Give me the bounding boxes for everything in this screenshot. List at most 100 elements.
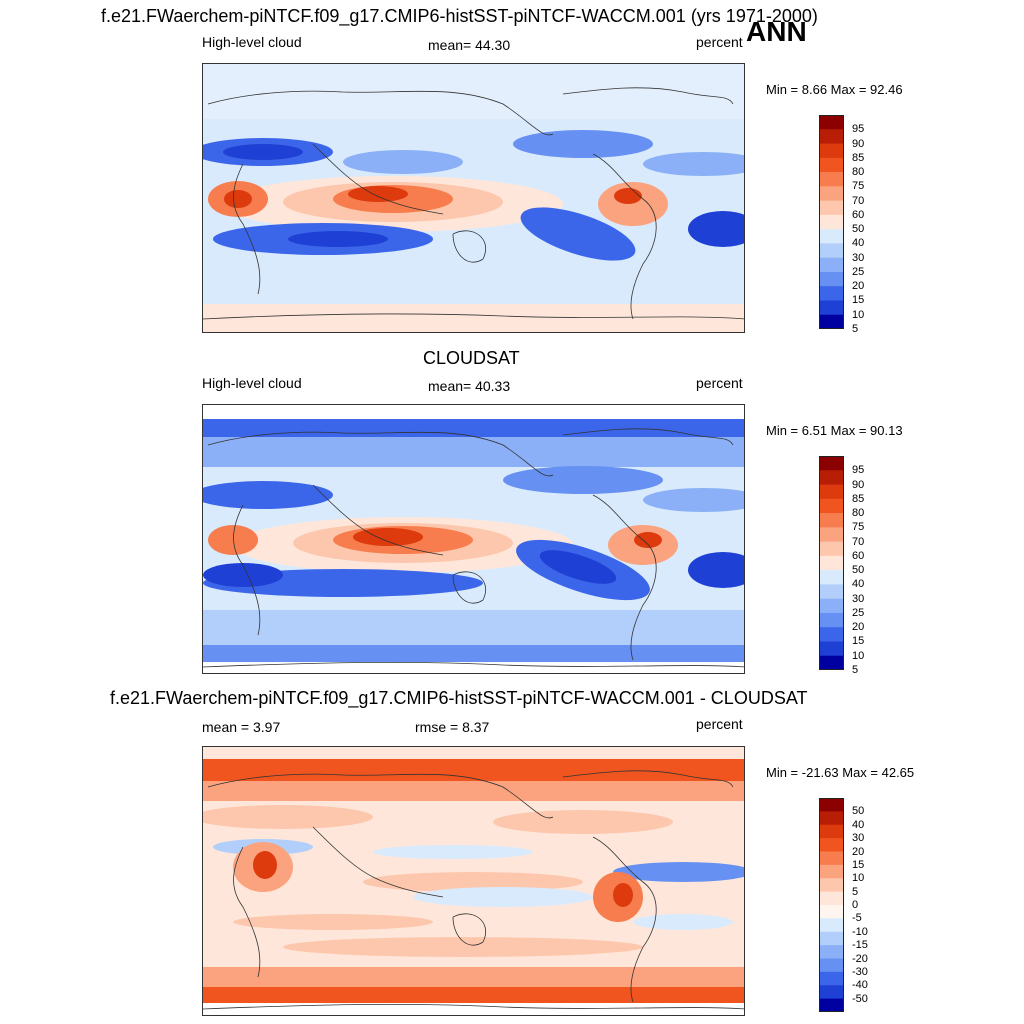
colorbar-level-label: 95 bbox=[852, 464, 865, 477]
colorbar-swatch bbox=[819, 257, 844, 273]
colorbar-swatch bbox=[819, 513, 844, 528]
colorbar-swatch bbox=[819, 470, 844, 486]
colorbar-swatch bbox=[819, 300, 844, 316]
colorbar-swatch bbox=[819, 129, 844, 145]
panel-2-map bbox=[202, 404, 745, 674]
panel-2-variable-label: High-level cloud bbox=[202, 375, 302, 391]
colorbar-swatch bbox=[819, 864, 844, 879]
colorbar-level-label: 50 bbox=[852, 223, 865, 236]
colorbar-swatch bbox=[819, 286, 844, 301]
colorbar-level-label: 50 bbox=[852, 564, 865, 577]
colorbar-swatch bbox=[819, 985, 844, 1000]
colorbar-swatch bbox=[819, 172, 844, 187]
colorbar-level-label: 75 bbox=[852, 521, 865, 534]
colorbar-frame bbox=[819, 456, 844, 670]
colorbar-swatch bbox=[819, 143, 844, 159]
colorbar-level-label: 90 bbox=[852, 137, 865, 150]
colorbar-level-label: 25 bbox=[852, 606, 865, 619]
panel-3-mean-label: mean = 3.97 bbox=[202, 719, 281, 735]
colorbar-swatch bbox=[819, 115, 844, 130]
colorbar-swatch bbox=[819, 824, 844, 839]
panel-2-colorbar bbox=[819, 456, 844, 670]
colorbar-level-label: 70 bbox=[852, 535, 865, 548]
colorbar-swatch bbox=[819, 214, 844, 230]
panel-1-mean-label: mean= 44.30 bbox=[428, 37, 511, 53]
colorbar-level-label: -20 bbox=[852, 952, 868, 965]
colorbar-level-label: 15 bbox=[852, 294, 865, 307]
colorbar-swatch bbox=[819, 655, 844, 670]
colorbar-swatch bbox=[819, 641, 844, 657]
colorbar-swatch bbox=[819, 484, 844, 500]
colorbar-level-label: 25 bbox=[852, 265, 865, 278]
colorbar-level-label: 50 bbox=[852, 805, 865, 818]
colorbar-level-label: 20 bbox=[852, 845, 865, 858]
panel-1-title: f.e21.FWaerchem-piNTCF.f09_g17.CMIP6-his… bbox=[101, 6, 818, 26]
colorbar-level-label: 5 bbox=[852, 323, 859, 335]
colorbar-swatch bbox=[819, 598, 844, 614]
colorbar-level-label: 15 bbox=[852, 635, 865, 648]
colorbar-level-label: 80 bbox=[852, 507, 865, 520]
colorbar-swatch bbox=[819, 891, 844, 906]
colorbar-level-label: -40 bbox=[852, 979, 868, 992]
colorbar-swatch bbox=[819, 157, 844, 173]
colorbar-swatch bbox=[819, 838, 844, 852]
panel-3-colorbar bbox=[819, 798, 844, 1012]
colorbar-swatch bbox=[819, 527, 844, 543]
colorbar-level-label: 30 bbox=[852, 832, 865, 845]
colorbar-swatch bbox=[819, 851, 844, 866]
colorbar-level-label: 20 bbox=[852, 621, 865, 634]
colorbar-swatch bbox=[819, 612, 844, 628]
panel-3-minmax: Min = -21.63 Max = 42.65 bbox=[766, 765, 915, 780]
colorbar-swatch bbox=[819, 998, 844, 1012]
colorbar-level-label: 85 bbox=[852, 492, 865, 505]
colorbar-level-label: 5 bbox=[852, 885, 859, 898]
colorbar-swatch bbox=[819, 931, 844, 946]
panel-3-map bbox=[202, 746, 745, 1016]
colorbar-level-label: 40 bbox=[852, 818, 865, 831]
colorbar-level-label: 60 bbox=[852, 208, 865, 221]
panel-1-variable-label: High-level cloud bbox=[202, 34, 302, 50]
colorbar-swatch bbox=[819, 555, 844, 571]
panel-2-title: CLOUDSAT bbox=[423, 348, 520, 368]
colorbar-swatch bbox=[819, 918, 844, 933]
season-label: ANN bbox=[746, 16, 807, 47]
colorbar-level-label: -10 bbox=[852, 925, 868, 938]
panel-3-rmse-label: rmse = 8.37 bbox=[415, 719, 490, 735]
colorbar-swatch bbox=[819, 811, 844, 826]
colorbar-swatch bbox=[819, 584, 844, 600]
panel-1-minmax: Min = 8.66 Max = 92.46 bbox=[766, 82, 903, 97]
colorbar-swatch bbox=[819, 570, 844, 585]
colorbar-level-label: 15 bbox=[852, 858, 865, 871]
colorbar-swatch bbox=[819, 958, 844, 973]
colorbar-level-label: -50 bbox=[852, 992, 868, 1005]
colorbar-swatch bbox=[819, 271, 844, 287]
colorbar-swatch bbox=[819, 541, 844, 557]
colorbar-level-label: 10 bbox=[852, 872, 865, 885]
panel-1-map bbox=[202, 63, 745, 333]
colorbar-level-label: 30 bbox=[852, 592, 865, 605]
colorbar-swatch bbox=[819, 971, 844, 986]
panel-3-title: f.e21.FWaerchem-piNTCF.f09_g17.CMIP6-his… bbox=[110, 688, 808, 708]
colorbar-level-label: 95 bbox=[852, 123, 865, 136]
colorbar-swatch bbox=[819, 200, 844, 216]
colorbar-level-label: 40 bbox=[852, 578, 865, 591]
colorbar-level-label: 80 bbox=[852, 166, 865, 179]
colorbar-level-label: 0 bbox=[852, 899, 859, 911]
colorbar-level-label: 10 bbox=[852, 649, 865, 662]
colorbar-swatch bbox=[819, 945, 844, 959]
colorbar-level-label: 85 bbox=[852, 151, 865, 164]
colorbar-swatch bbox=[819, 186, 844, 202]
colorbar-frame bbox=[819, 115, 844, 329]
panel-2-units-label: percent bbox=[696, 375, 743, 391]
colorbar-swatch bbox=[819, 314, 844, 329]
colorbar-level-label: 5 bbox=[852, 664, 859, 676]
colorbar-swatch bbox=[819, 456, 844, 471]
panel-2-minmax: Min = 6.51 Max = 90.13 bbox=[766, 423, 903, 438]
colorbar-swatch bbox=[819, 878, 844, 893]
colorbar-level-label: 75 bbox=[852, 180, 865, 193]
colorbar-swatch bbox=[819, 498, 844, 514]
colorbar-level-label: 30 bbox=[852, 251, 865, 264]
colorbar-frame bbox=[819, 798, 844, 1012]
colorbar-level-label: 90 bbox=[852, 478, 865, 491]
panel-2-mean-label: mean= 40.33 bbox=[428, 378, 511, 394]
